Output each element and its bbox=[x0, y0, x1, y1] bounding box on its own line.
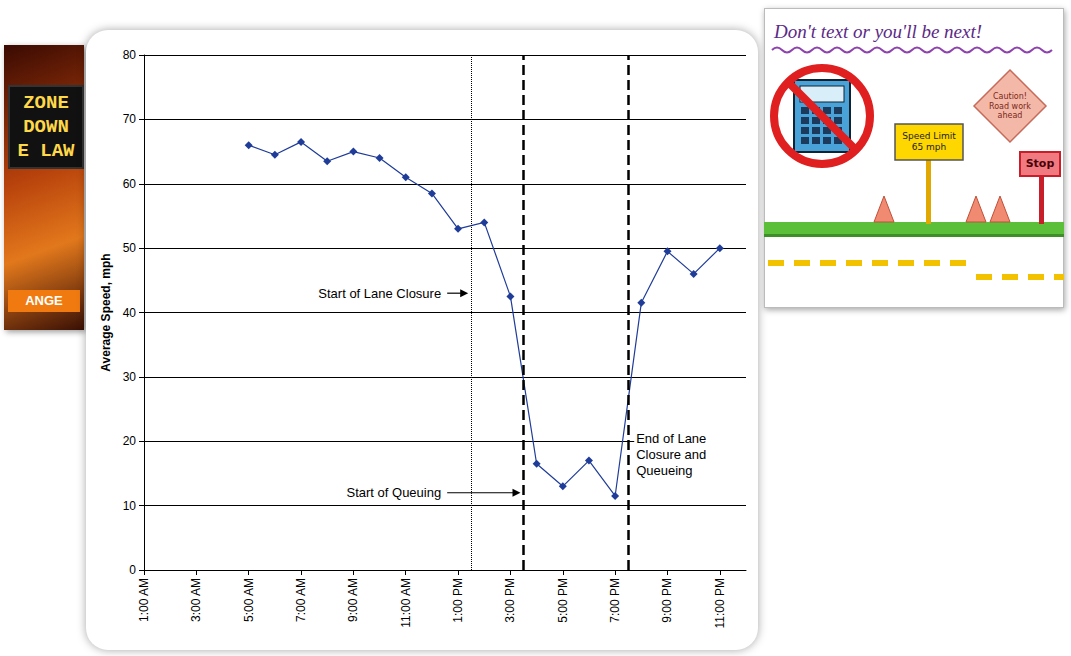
svg-text:70: 70 bbox=[123, 112, 137, 126]
svg-text:1:00 PM: 1:00 PM bbox=[451, 578, 465, 623]
svg-text:10: 10 bbox=[123, 499, 137, 513]
svg-text:Start of Queuing: Start of Queuing bbox=[347, 485, 442, 500]
html-text:E LAW: E LAW bbox=[17, 140, 75, 162]
svg-text:40: 40 bbox=[123, 306, 137, 320]
svg-text:30: 30 bbox=[123, 370, 137, 384]
html-text:DOWN: DOWN bbox=[23, 116, 69, 138]
svg-text:Start of Lane Closure: Start of Lane Closure bbox=[318, 286, 441, 301]
svg-text:9:00 AM: 9:00 AM bbox=[346, 578, 360, 622]
svg-text:Closure and: Closure and bbox=[636, 447, 710, 462]
html-text:ZONE: ZONE bbox=[23, 92, 69, 114]
svg-text:7:00 PM: 7:00 PM bbox=[608, 578, 622, 623]
svg-text:11:00 PM: 11:00 PM bbox=[713, 578, 727, 628]
svg-text:Caution!: Caution! bbox=[993, 92, 1027, 101]
svg-text:7:00 AM: 7:00 AM bbox=[294, 578, 308, 622]
svg-text:80: 80 bbox=[123, 48, 137, 62]
svg-text:Speed Limit: Speed Limit bbox=[902, 131, 956, 141]
svg-text:1:00 AM: 1:00 AM bbox=[137, 578, 151, 622]
svg-text:Queueing: Queueing bbox=[636, 463, 692, 478]
svg-text:50: 50 bbox=[123, 241, 137, 255]
html-text:ANGE: ANGE bbox=[25, 293, 63, 308]
svg-text:End of Lane: End of Lane bbox=[636, 431, 710, 446]
svg-text:3:00 PM: 3:00 PM bbox=[503, 578, 517, 623]
svg-text:65 mph: 65 mph bbox=[912, 142, 947, 152]
svg-text:5:00 AM: 5:00 AM bbox=[242, 578, 256, 622]
svg-text:20: 20 bbox=[123, 434, 137, 448]
svg-text:Don't text or you'll be next!: Don't text or you'll be next! bbox=[773, 21, 982, 42]
svg-text:Road work: Road work bbox=[989, 102, 1031, 111]
svg-text:0: 0 bbox=[129, 563, 136, 577]
svg-text:Average Speed, mph: Average Speed, mph bbox=[99, 253, 113, 371]
svg-text:60: 60 bbox=[123, 177, 137, 191]
svg-text:9:00 PM: 9:00 PM bbox=[660, 578, 674, 623]
svg-text:3:00 AM: 3:00 AM bbox=[189, 578, 203, 622]
svg-text:11:00 AM: 11:00 AM bbox=[399, 578, 413, 628]
svg-text:Stop: Stop bbox=[1026, 157, 1055, 170]
svg-text:ahead: ahead bbox=[998, 111, 1023, 120]
svg-text:5:00 PM: 5:00 PM bbox=[556, 578, 570, 623]
